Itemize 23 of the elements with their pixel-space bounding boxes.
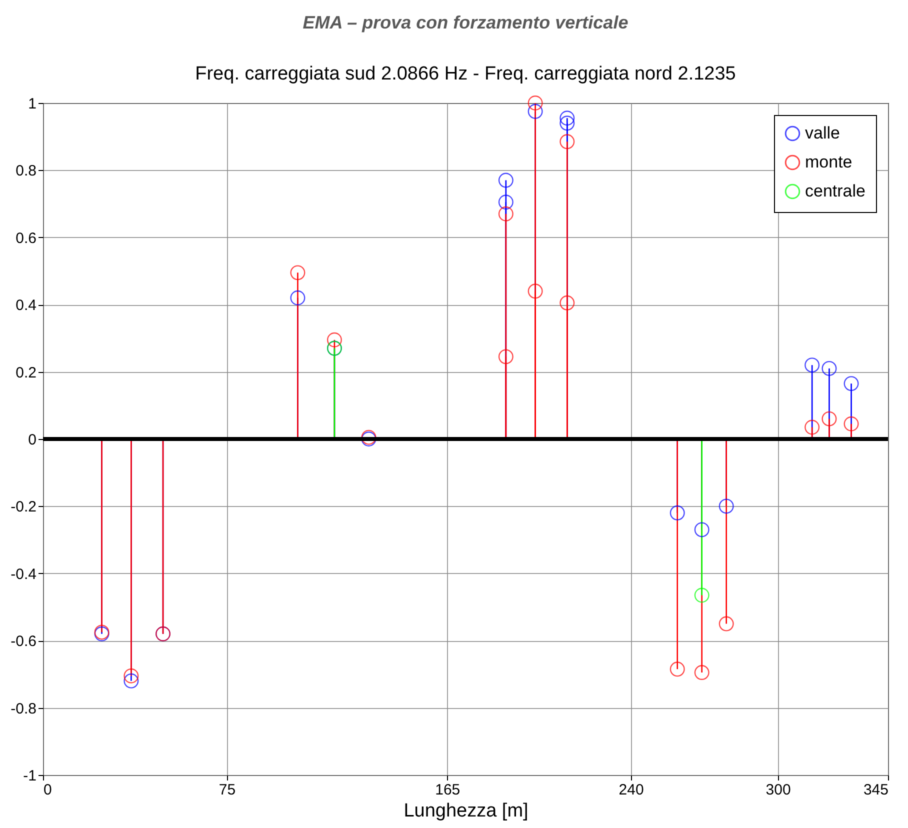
chart-subtitle: Freq. carreggiata sud 2.0866 Hz - Freq. carreggiata nord 2.1235: [195, 64, 736, 85]
legend-label: monte: [805, 152, 852, 172]
y-tick-label: 0.6: [16, 230, 36, 247]
y-tick-label: -0.6: [10, 633, 36, 650]
y-tick-label: -0.8: [10, 700, 36, 718]
x-tick-label: 300: [766, 782, 791, 798]
y-tick-label: 0.4: [16, 297, 36, 314]
y-tick-label: -1: [23, 768, 36, 784]
legend-label: valle: [805, 124, 840, 142]
x-tick-label: 75: [218, 782, 236, 798]
legend-label: centrale: [805, 182, 866, 200]
y-tick-label: -0.4: [10, 566, 36, 583]
x-tick-label: 240: [618, 782, 644, 798]
x-tick-label: 345: [863, 782, 888, 798]
y-tick-label: 0.2: [16, 364, 36, 382]
y-tick-label: 1: [28, 96, 36, 112]
x-tick-label: 165: [435, 782, 460, 798]
x-tick-label: 0: [44, 782, 52, 798]
y-tick-label: -0.2: [10, 498, 36, 516]
x-axis-title: Lunghezza [m]: [404, 800, 528, 822]
y-tick-label: 0.8: [16, 162, 36, 180]
y-tick-label: 0: [28, 432, 36, 448]
chart-title: EMA – prova con forzamento verticale: [302, 12, 628, 33]
